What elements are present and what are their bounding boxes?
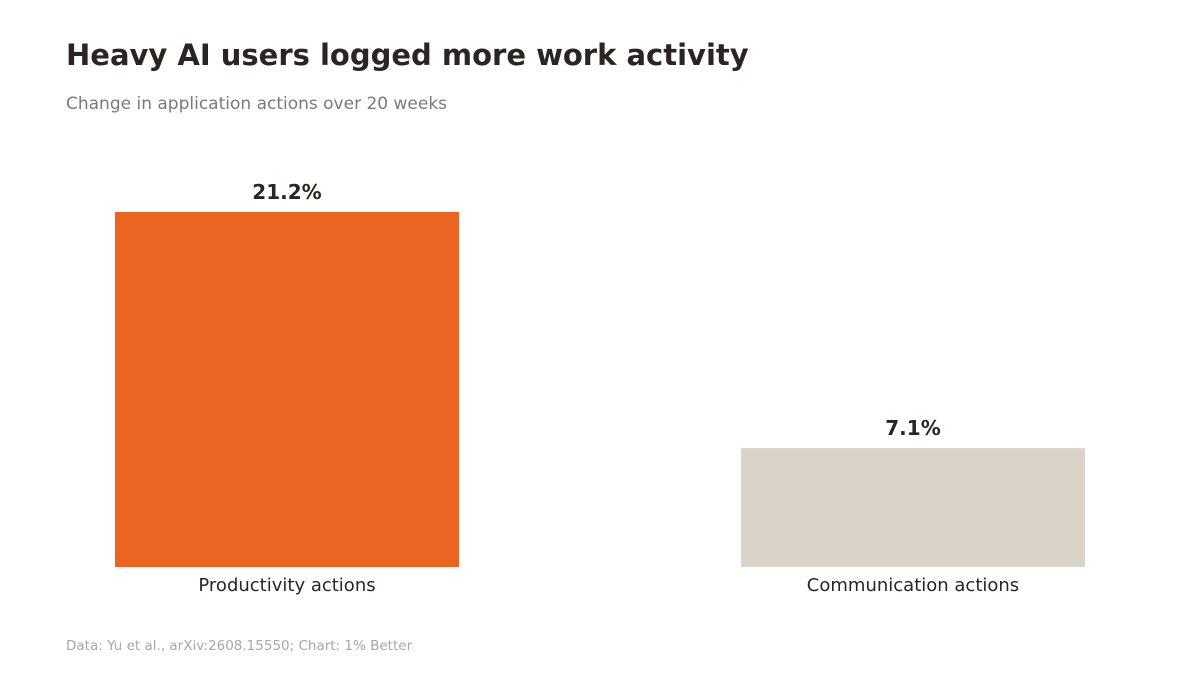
chart-title: Heavy AI users logged more work activity <box>66 38 749 72</box>
bar-productivity-actions <box>115 212 459 567</box>
value-label-communication-actions: 7.1% <box>885 416 940 440</box>
value-label-productivity-actions: 21.2% <box>252 180 321 204</box>
category-label-communication-actions: Communication actions <box>807 575 1019 596</box>
chart-subtitle: Change in application actions over 20 we… <box>66 94 448 114</box>
category-label-productivity-actions: Productivity actions <box>198 575 375 596</box>
source-note: Data: Yu et al., arXiv:2608.15550; Chart… <box>66 638 413 654</box>
bar-communication-actions <box>741 448 1085 567</box>
